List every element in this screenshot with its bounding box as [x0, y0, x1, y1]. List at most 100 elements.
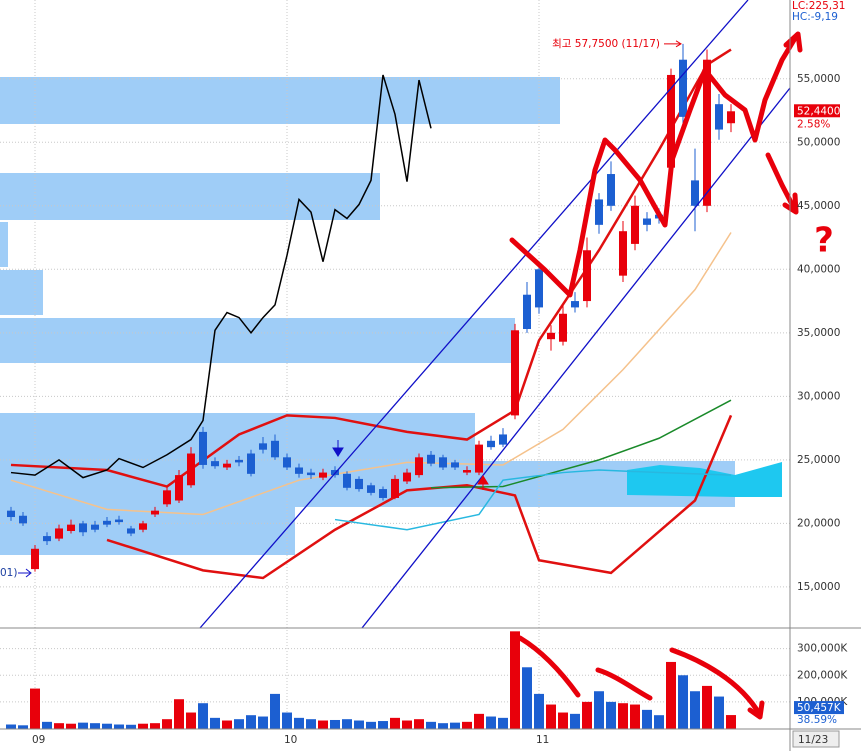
candle-body — [55, 528, 63, 539]
candle-body — [307, 472, 315, 476]
candle-body — [583, 250, 591, 302]
y-tick-label: 40,0000 — [797, 263, 840, 275]
volume-bar — [678, 675, 688, 729]
candle-body — [91, 524, 99, 530]
volume-bar — [318, 720, 328, 729]
candle-body — [103, 520, 111, 525]
y-tick-label: 30,0000 — [797, 390, 840, 402]
volume-bar — [414, 719, 424, 729]
volume-bar — [354, 720, 364, 729]
volume-bar — [390, 717, 400, 729]
volume-bar — [330, 719, 340, 729]
candle-body — [619, 231, 627, 276]
plot — [0, 0, 790, 729]
profile-band — [0, 77, 560, 124]
arrow-head — [782, 192, 799, 215]
scribble — [595, 667, 653, 701]
y-tick-label: 25,0000 — [797, 454, 840, 466]
volume-bar — [186, 712, 196, 729]
candle-body — [631, 205, 639, 244]
candle-body — [79, 523, 87, 533]
volume-bar — [174, 699, 184, 729]
volume-bar — [102, 723, 112, 729]
markers — [18, 440, 489, 578]
volume-bar — [402, 720, 412, 729]
volume-bar — [294, 717, 304, 729]
volume-bar — [114, 724, 124, 729]
candle-body — [175, 475, 183, 501]
x-tick-label: 10 — [284, 734, 297, 746]
down-arrow — [332, 440, 344, 457]
candle-body — [535, 269, 543, 308]
volume-bar — [618, 703, 628, 729]
profile-band — [0, 270, 43, 315]
candle-body — [439, 457, 447, 468]
volume-bar — [654, 715, 664, 729]
y-tick-label: 20,0000 — [797, 517, 840, 529]
candle-body — [475, 444, 483, 473]
volume-bar — [570, 713, 580, 729]
candle-body — [139, 523, 147, 530]
scribble — [517, 635, 581, 698]
volume-bar — [558, 712, 568, 729]
up-arrow — [477, 475, 489, 490]
volume-bar — [234, 719, 244, 729]
candle-body — [679, 59, 687, 117]
volume-bar — [126, 724, 136, 729]
volume-bar — [450, 722, 460, 729]
candle-body — [415, 457, 423, 476]
volume-bar — [270, 693, 280, 729]
volume-bar — [606, 701, 616, 729]
channel-line — [361, 87, 791, 629]
candle-body — [31, 548, 39, 570]
volume-bar — [42, 721, 52, 729]
volume-bar — [210, 717, 220, 729]
volume-bar — [726, 715, 736, 729]
volume-ratio: 38.59% — [797, 714, 837, 726]
profile-band — [0, 222, 8, 267]
volume-bar — [222, 720, 232, 729]
volume-bar — [582, 701, 592, 729]
high-label: 최고 57,7500 (11/17) — [552, 38, 660, 50]
volume-bar — [258, 716, 268, 729]
volume-bar — [630, 704, 640, 729]
x-tick-label: 09 — [32, 734, 45, 746]
x-tick-label: 11 — [536, 734, 549, 746]
candle-body — [355, 478, 363, 490]
left-note: 01) — [0, 567, 17, 579]
candle-body — [319, 472, 327, 478]
candle-body — [379, 489, 387, 498]
volume-bar — [498, 717, 508, 729]
date-box — [792, 730, 840, 748]
y-tick-label: 55,0000 — [797, 73, 840, 85]
candle-body — [667, 74, 675, 168]
candle-body — [643, 218, 651, 225]
candle-body — [151, 510, 159, 515]
volume-bar — [486, 716, 496, 729]
question-mark: ? — [814, 221, 834, 261]
candle-body — [463, 470, 471, 473]
candle-body — [703, 59, 711, 206]
candle-body — [211, 461, 219, 467]
candle-body — [7, 510, 15, 518]
volume-bar — [282, 712, 292, 729]
volume-bar — [90, 723, 100, 729]
volume-bar — [522, 667, 532, 729]
date-label: 11/23 — [798, 734, 828, 746]
volume-bar — [666, 661, 676, 729]
volume-bar — [366, 721, 376, 729]
last-volume-box — [794, 701, 844, 715]
overlay-line — [106, 414, 733, 580]
volume-bar — [426, 721, 436, 729]
volume-bar — [246, 715, 256, 729]
overlay-line — [334, 469, 732, 531]
profile-band — [0, 507, 295, 555]
candle-body — [451, 462, 459, 468]
candle-body — [403, 472, 411, 482]
candle-body — [571, 301, 579, 308]
candle-body — [199, 431, 207, 465]
volume-bar — [54, 723, 64, 729]
candle-body — [499, 434, 507, 445]
volume-bar — [510, 631, 520, 729]
candle-body — [427, 454, 435, 464]
